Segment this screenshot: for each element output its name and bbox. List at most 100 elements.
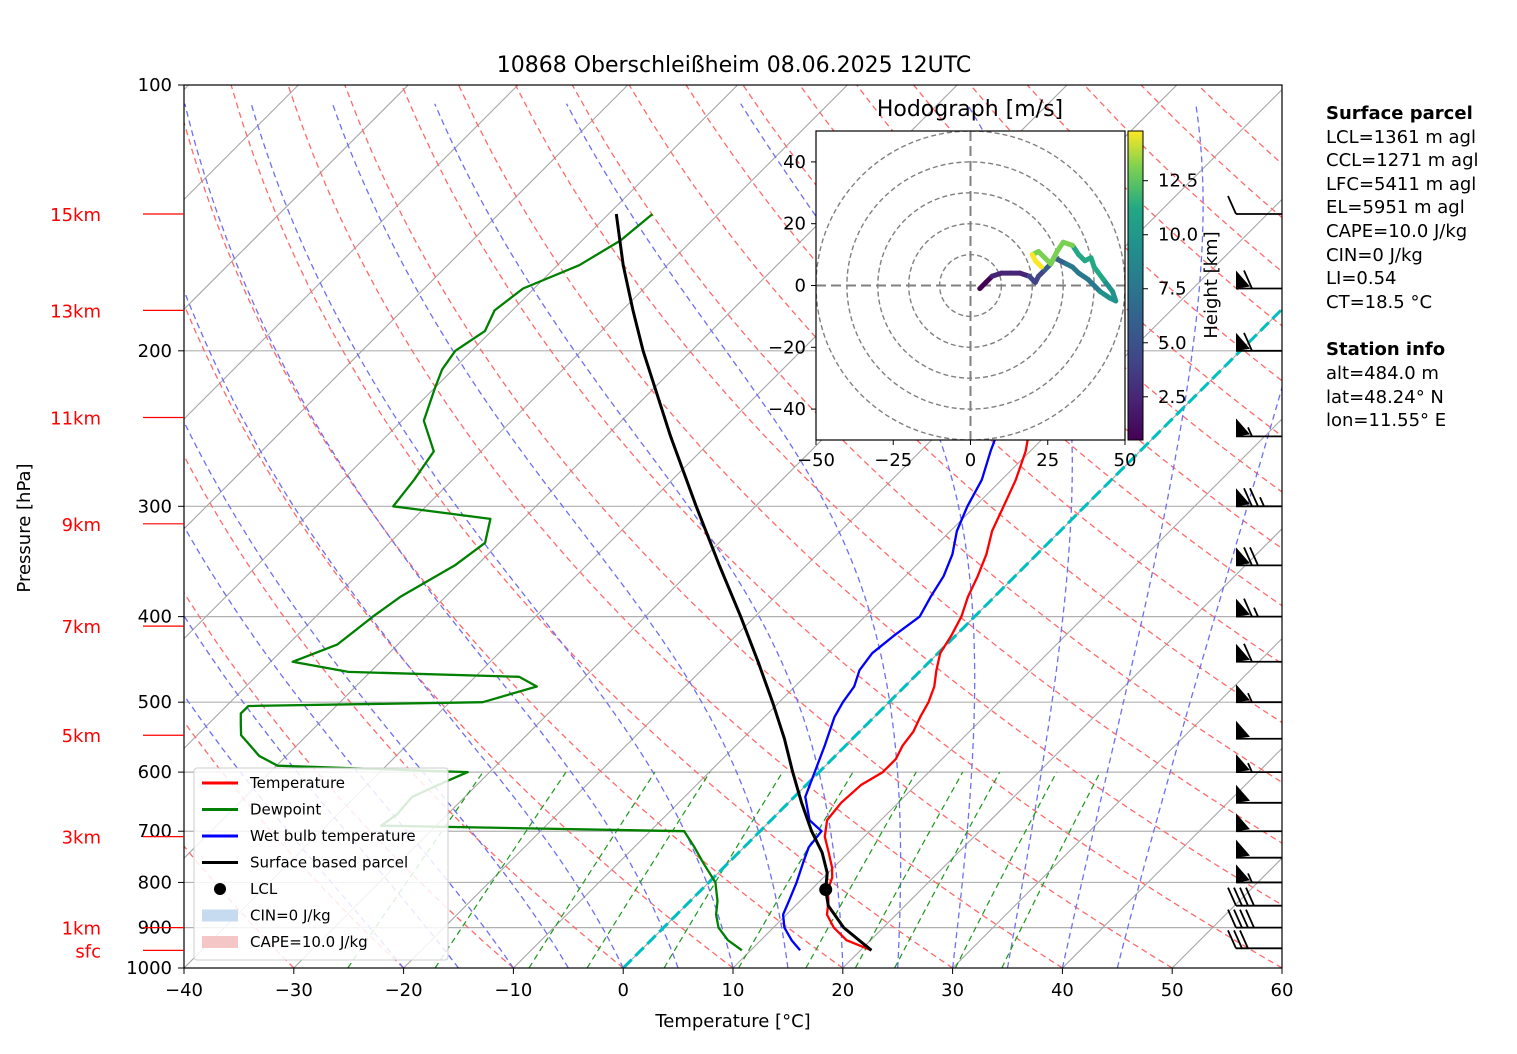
isotherm xyxy=(1062,747,1282,968)
height-label: 1km xyxy=(62,919,101,940)
hodograph-y-tick-label: −20 xyxy=(768,337,806,358)
mixing-ratio-line xyxy=(805,771,917,968)
wind-barb xyxy=(1236,418,1282,438)
wind-barb xyxy=(1236,864,1282,884)
mixing-ratio-line xyxy=(894,771,1001,968)
surface-parcel-header: Surface parcel xyxy=(1326,103,1473,124)
y-tick-label: 700 xyxy=(138,821,172,842)
dry-adiabat xyxy=(401,85,1282,968)
mixing-ratio-line xyxy=(954,771,1058,968)
colorbar-label: Height [km] xyxy=(1201,231,1222,338)
legend-label: Temperature xyxy=(249,774,345,792)
height-label: 11km xyxy=(50,409,101,430)
height-label: 15km xyxy=(50,205,101,226)
height-label: 7km xyxy=(62,617,101,638)
moist-adiabat xyxy=(966,103,1073,968)
x-tick-label: −10 xyxy=(494,980,532,1001)
height-label: sfc xyxy=(75,941,101,962)
isotherm xyxy=(184,85,738,640)
moist-adiabat xyxy=(1116,385,1282,968)
surface-line: EL=5951 m agl xyxy=(1326,197,1465,219)
dry-adiabat xyxy=(230,85,953,968)
mixing-ratio-line xyxy=(738,771,854,968)
height-label: 3km xyxy=(62,828,101,849)
x-axis-label: Temperature [°C] xyxy=(654,1011,810,1032)
wind-barb xyxy=(1227,195,1282,215)
y-tick-label: 600 xyxy=(138,762,172,783)
mixing-ratio-line xyxy=(854,771,964,968)
wind-barb xyxy=(1236,598,1282,618)
hodograph-y-tick-label: 20 xyxy=(783,214,806,235)
x-tick-label: −30 xyxy=(275,980,313,1001)
wind-barb xyxy=(1227,887,1282,907)
surface-line: CAPE=10.0 J/kg xyxy=(1326,220,1468,242)
hodograph-segment xyxy=(1100,276,1116,295)
x-tick-label: 20 xyxy=(831,980,854,1001)
wind-barb xyxy=(1227,909,1282,929)
hodograph-y-tick-label: 0 xyxy=(795,276,806,297)
hodograph-x-tick-label: 50 xyxy=(1114,450,1137,471)
surface-line: LFC=5411 m agl xyxy=(1326,173,1477,195)
colorbar-tick-label: 10.0 xyxy=(1158,225,1198,246)
y-tick-label: 300 xyxy=(138,496,172,517)
colorbar-tick-label: 5.0 xyxy=(1158,333,1187,354)
wind-barb xyxy=(1236,754,1282,774)
isotherm xyxy=(732,418,1282,968)
mixing-ratio-line xyxy=(528,771,656,968)
x-tick-label: −40 xyxy=(165,980,203,1001)
station-line: alt=484.0 m xyxy=(1326,362,1439,384)
wind-barb xyxy=(1236,684,1282,704)
x-tick-label: 30 xyxy=(941,980,964,1001)
moist-adiabat xyxy=(740,103,976,968)
x-tick-label: −20 xyxy=(385,980,423,1001)
colorbar xyxy=(1127,130,1144,441)
wind-barb xyxy=(1236,643,1282,663)
y-tick-label: 500 xyxy=(138,692,172,713)
legend-swatch xyxy=(214,883,226,895)
moist-adiabat xyxy=(184,103,679,968)
moist-adiabat xyxy=(565,103,902,968)
dry-adiabat xyxy=(287,85,1063,968)
x-tick-label: 0 xyxy=(617,980,628,1001)
wind-barb xyxy=(1236,839,1282,859)
wind-barb xyxy=(1236,813,1282,833)
x-tick-label: 50 xyxy=(1161,980,1184,1001)
dewpoint-line xyxy=(239,213,743,952)
dry-adiabat xyxy=(458,85,1282,906)
moist-adiabat xyxy=(331,103,789,968)
legend-label: Dewpoint xyxy=(250,801,321,819)
hodograph-y-tick-label: −40 xyxy=(768,399,806,420)
hodograph-x-tick-label: 0 xyxy=(965,450,976,471)
moist-adiabat xyxy=(184,288,624,968)
dry-adiabat xyxy=(856,85,1282,493)
dry-adiabat xyxy=(184,302,734,968)
wind-barb xyxy=(1236,784,1282,804)
isotherm xyxy=(513,198,1282,968)
dry-adiabat xyxy=(514,85,1282,844)
wind-barb xyxy=(1236,487,1282,508)
mixing-ratio-line xyxy=(434,771,567,968)
moist-adiabat xyxy=(184,614,460,968)
isotherm xyxy=(842,528,1282,968)
hodograph: Hodograph [m/s] −50 −25 0 25 50 −40 −20 0 20 40 2… xyxy=(768,97,1222,471)
parcel-info-panel: Surface parcel LCL=1361 m agl CCL=1271 m… xyxy=(1326,102,1479,433)
hodograph-x-tick-label: 25 xyxy=(1036,450,1059,471)
legend-box xyxy=(193,767,449,961)
moist-adiabat xyxy=(1061,103,1204,968)
hodograph-segment xyxy=(1032,258,1045,270)
wind-barb xyxy=(1236,720,1282,740)
x-tick-label: 10 xyxy=(722,980,745,1001)
legend-label: Surface based parcel xyxy=(250,854,408,872)
lcl-marker xyxy=(819,883,833,897)
y-tick-label: 1000 xyxy=(126,958,172,979)
y-tick-label: 800 xyxy=(138,872,172,893)
y-tick-label: 200 xyxy=(138,341,172,362)
surface-line: CCL=1271 m agl xyxy=(1326,150,1479,172)
hodograph-x-tick-label: −50 xyxy=(797,450,835,471)
legend-swatch xyxy=(202,909,238,922)
height-label: 13km xyxy=(50,301,101,322)
mixing-ratio-line xyxy=(586,771,711,968)
dry-adiabat xyxy=(344,85,1173,968)
legend-label: LCL xyxy=(250,880,278,898)
dry-adiabat xyxy=(184,120,844,968)
